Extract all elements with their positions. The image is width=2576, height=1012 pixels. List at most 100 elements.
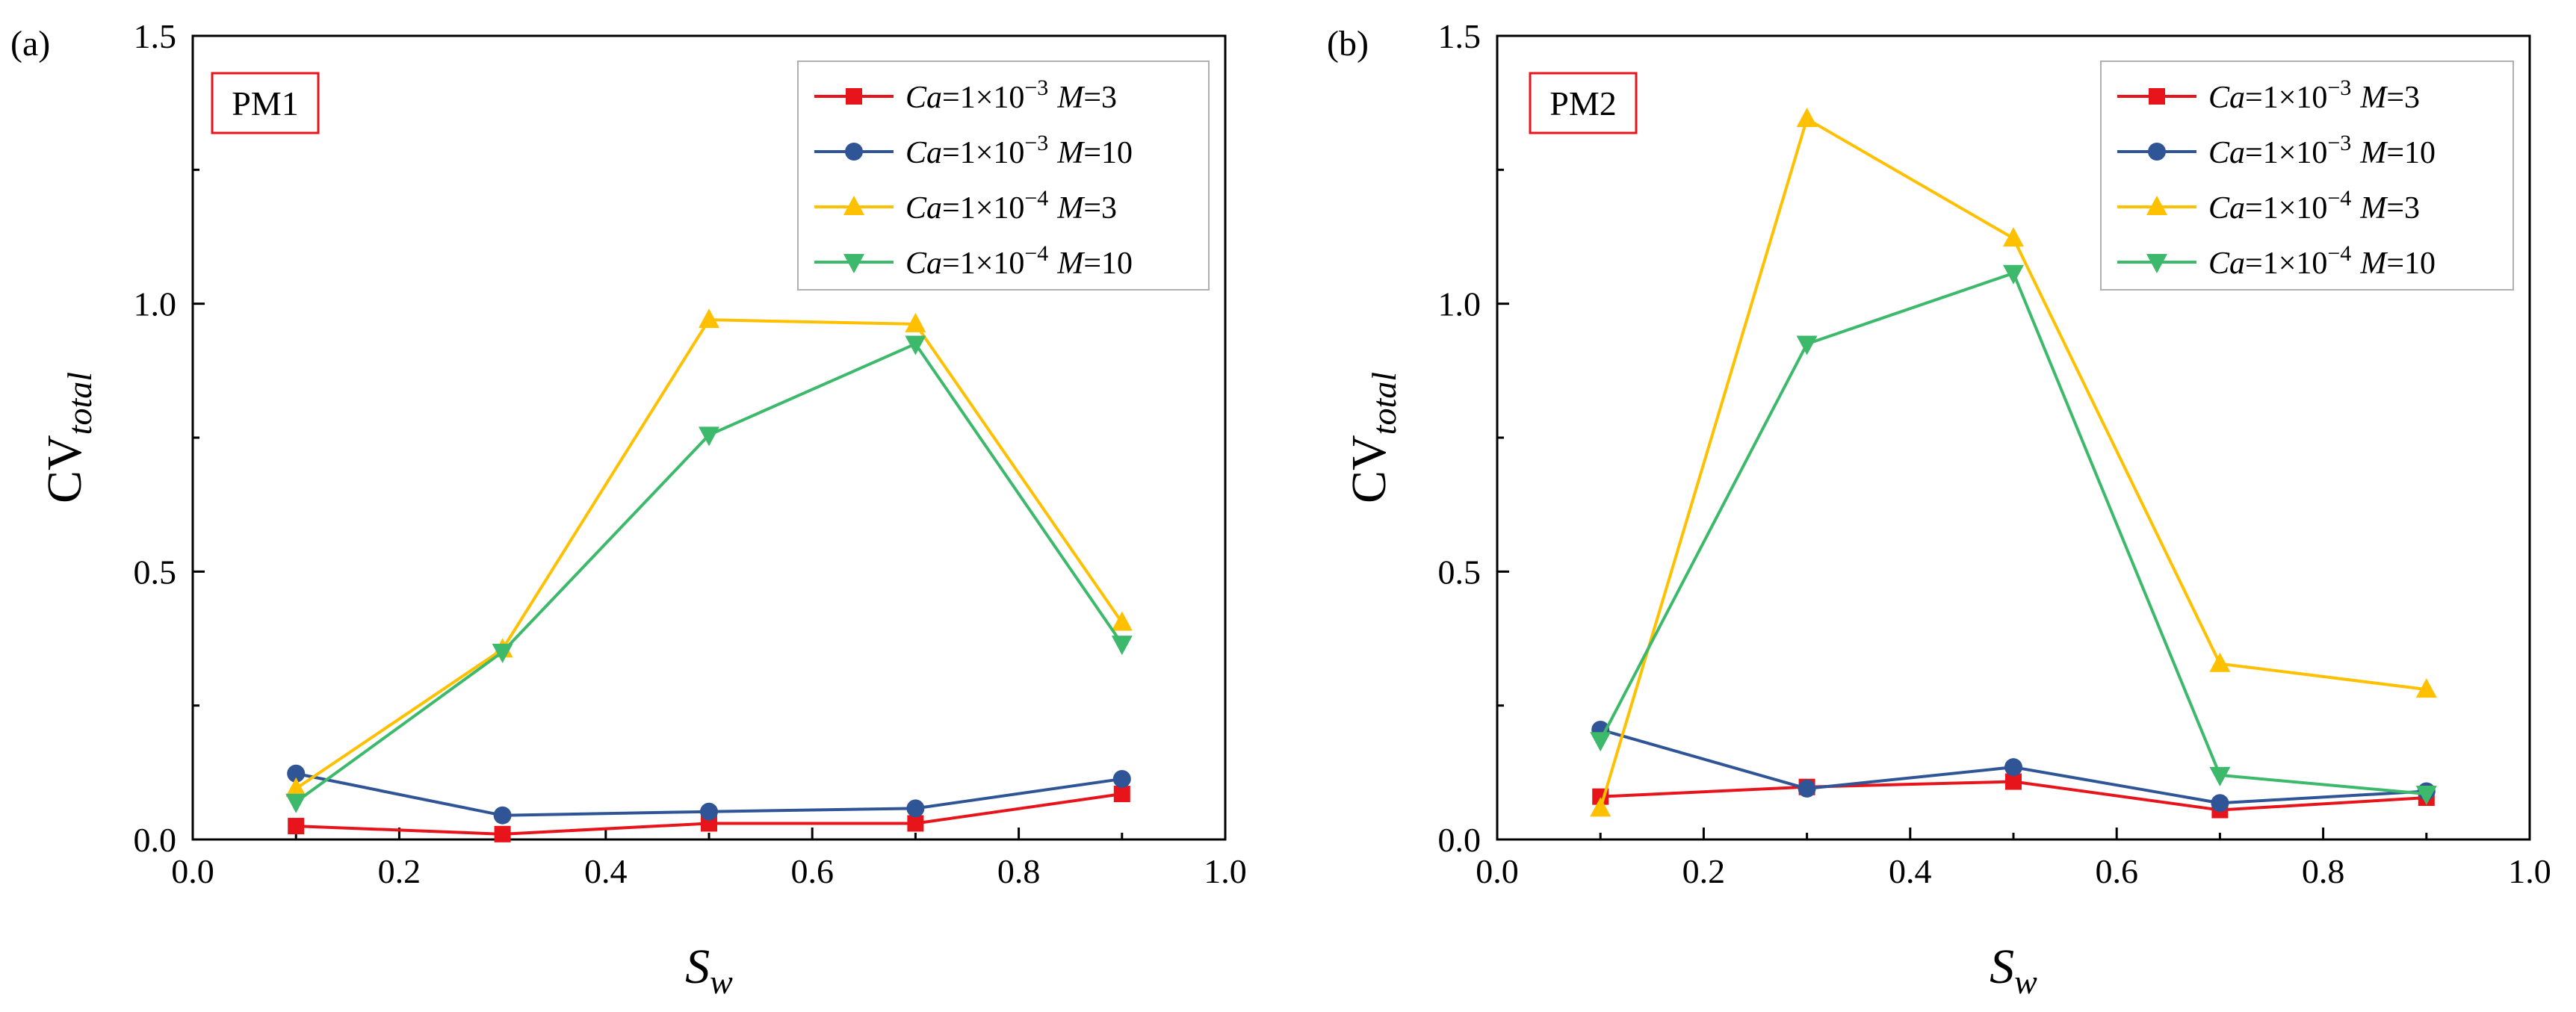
legend-label: Ca=1×10−4 M=3 (2208, 186, 2420, 226)
legend-ca-value: =1×10 (942, 81, 1024, 115)
legend-swatch-marker (845, 143, 863, 161)
legend-frame (2100, 60, 2514, 291)
series-2 (1591, 720, 2436, 813)
legend-label: Ca=1×10−3 M=10 (2208, 131, 2436, 170)
data-point (492, 643, 513, 663)
y-tick-label: 0.5 (1438, 553, 1481, 591)
legend-ca: Ca (905, 246, 942, 281)
legend-m-value: =3 (2386, 191, 2420, 226)
legend-entry: Ca=1×10−3 M=10 (814, 131, 1133, 170)
panel-a: (a) 0.0 0.2 0.4 0.6 0.8 1.0 0.0 0.5 1.0 1.5 Sw CVtot… (10, 17, 1247, 1001)
data-point (287, 764, 306, 783)
legend-ca: Ca (2208, 136, 2245, 170)
legend-m: M (1056, 246, 1085, 281)
x-tick-label: 0.4 (584, 852, 628, 890)
legend-m-value: =10 (2386, 246, 2436, 281)
x-axis-title-sub: w (710, 963, 733, 1001)
x-tick-label: 0.4 (1889, 852, 1932, 890)
legend-ca: Ca (905, 191, 942, 226)
legend-ca-value: =1×10 (942, 246, 1024, 281)
data-point (1111, 611, 1133, 631)
data-point (907, 815, 924, 832)
legend-ca-value: =1×10 (2245, 246, 2327, 281)
x-tick-label: 0.8 (997, 852, 1041, 890)
x-axis-title-sub: w (2014, 963, 2037, 1001)
data-point (1796, 108, 1818, 128)
legend-ca-value: =1×10 (942, 191, 1024, 226)
legend-label: Ca=1×10−4 M=10 (2208, 241, 2436, 281)
legend-entry: Ca=1×10−3 M=3 (814, 75, 1117, 115)
legend-entry: Ca=1×10−3 M=3 (2117, 75, 2420, 115)
y-tick-label: 1.5 (1438, 17, 1481, 55)
series-line (295, 318, 1124, 790)
legend-swatch-marker (843, 254, 864, 273)
legend-entry: Ca=1×10−4 M=10 (814, 241, 1133, 281)
x-tick-label: 0.6 (2095, 852, 2138, 890)
series-1 (1592, 773, 2435, 819)
data-point (494, 825, 511, 842)
data-point (1113, 786, 1130, 803)
legend-m: M (2359, 191, 2388, 226)
legend-label: Ca=1×10−4 M=3 (905, 186, 1117, 226)
x-tick-label: 0.0 (171, 852, 214, 890)
series-line (295, 342, 1124, 804)
legend-swatch-marker (843, 196, 864, 215)
legend-label: Ca=1×10−4 M=10 (905, 241, 1133, 281)
legend-entry: Ca=1×10−3 M=10 (2117, 131, 2436, 170)
legend-ca: Ca (905, 81, 942, 115)
data-point (2415, 678, 2437, 698)
data-point (1590, 797, 1611, 817)
y-tick-label: 1.0 (1438, 285, 1481, 323)
legend-m-value: =3 (1083, 81, 1117, 115)
y-tick-label: 0.5 (134, 553, 177, 591)
legend-swatch-marker (2148, 143, 2166, 161)
legend-ca: Ca (2208, 81, 2245, 115)
legend-ca-value: =1×10 (2245, 136, 2327, 170)
x-axis-title-main: S (1990, 940, 2014, 994)
data-point (285, 777, 307, 797)
data-point (1798, 779, 1816, 798)
panel-tag-box (1529, 72, 1638, 134)
data-point (1796, 335, 1818, 356)
legend-m-value: =3 (2386, 81, 2420, 115)
data-point (2211, 794, 2229, 813)
legend-m-value: =10 (2386, 136, 2436, 170)
x-axis-title-main: S (685, 940, 710, 994)
data-point (2209, 652, 2231, 672)
data-point (2004, 758, 2022, 777)
legend-ca: Ca (905, 136, 942, 170)
data-point (2209, 766, 2231, 786)
legend-exponent: −4 (1024, 241, 1048, 266)
y-axis-title: CVtotal (1342, 372, 1403, 503)
legend-m: M (2359, 246, 2388, 281)
panel-label: (b) (1327, 24, 1369, 63)
legend-exponent: −3 (1024, 75, 1048, 100)
data-point (493, 806, 512, 825)
series-3 (1590, 108, 2437, 817)
data-point (288, 818, 305, 835)
y-tick-label: 1.5 (134, 17, 177, 55)
legend-m: M (1056, 191, 1085, 226)
legend-exponent: −3 (2327, 131, 2351, 155)
legend-ca-value: =1×10 (942, 136, 1024, 170)
data-point (2003, 227, 2024, 247)
legend-ca: Ca (2208, 191, 2245, 226)
y-tick-label: 1.0 (134, 285, 177, 323)
legend-swatch-marker (2146, 196, 2167, 215)
legend-frame (797, 60, 1210, 291)
data-point (2005, 773, 2022, 790)
data-point (905, 312, 926, 332)
legend-m: M (2359, 136, 2388, 170)
legend-swatch-marker (2149, 88, 2165, 105)
legend-m-value: =3 (1083, 191, 1117, 226)
legend-label: Ca=1×10−3 M=3 (905, 75, 1117, 115)
legend-m: M (2359, 81, 2388, 115)
data-point (1112, 769, 1131, 788)
data-point (1111, 636, 1133, 656)
data-point (906, 799, 925, 818)
legend-swatch-marker (2146, 254, 2167, 273)
legend-ca-value: =1×10 (2245, 191, 2327, 226)
